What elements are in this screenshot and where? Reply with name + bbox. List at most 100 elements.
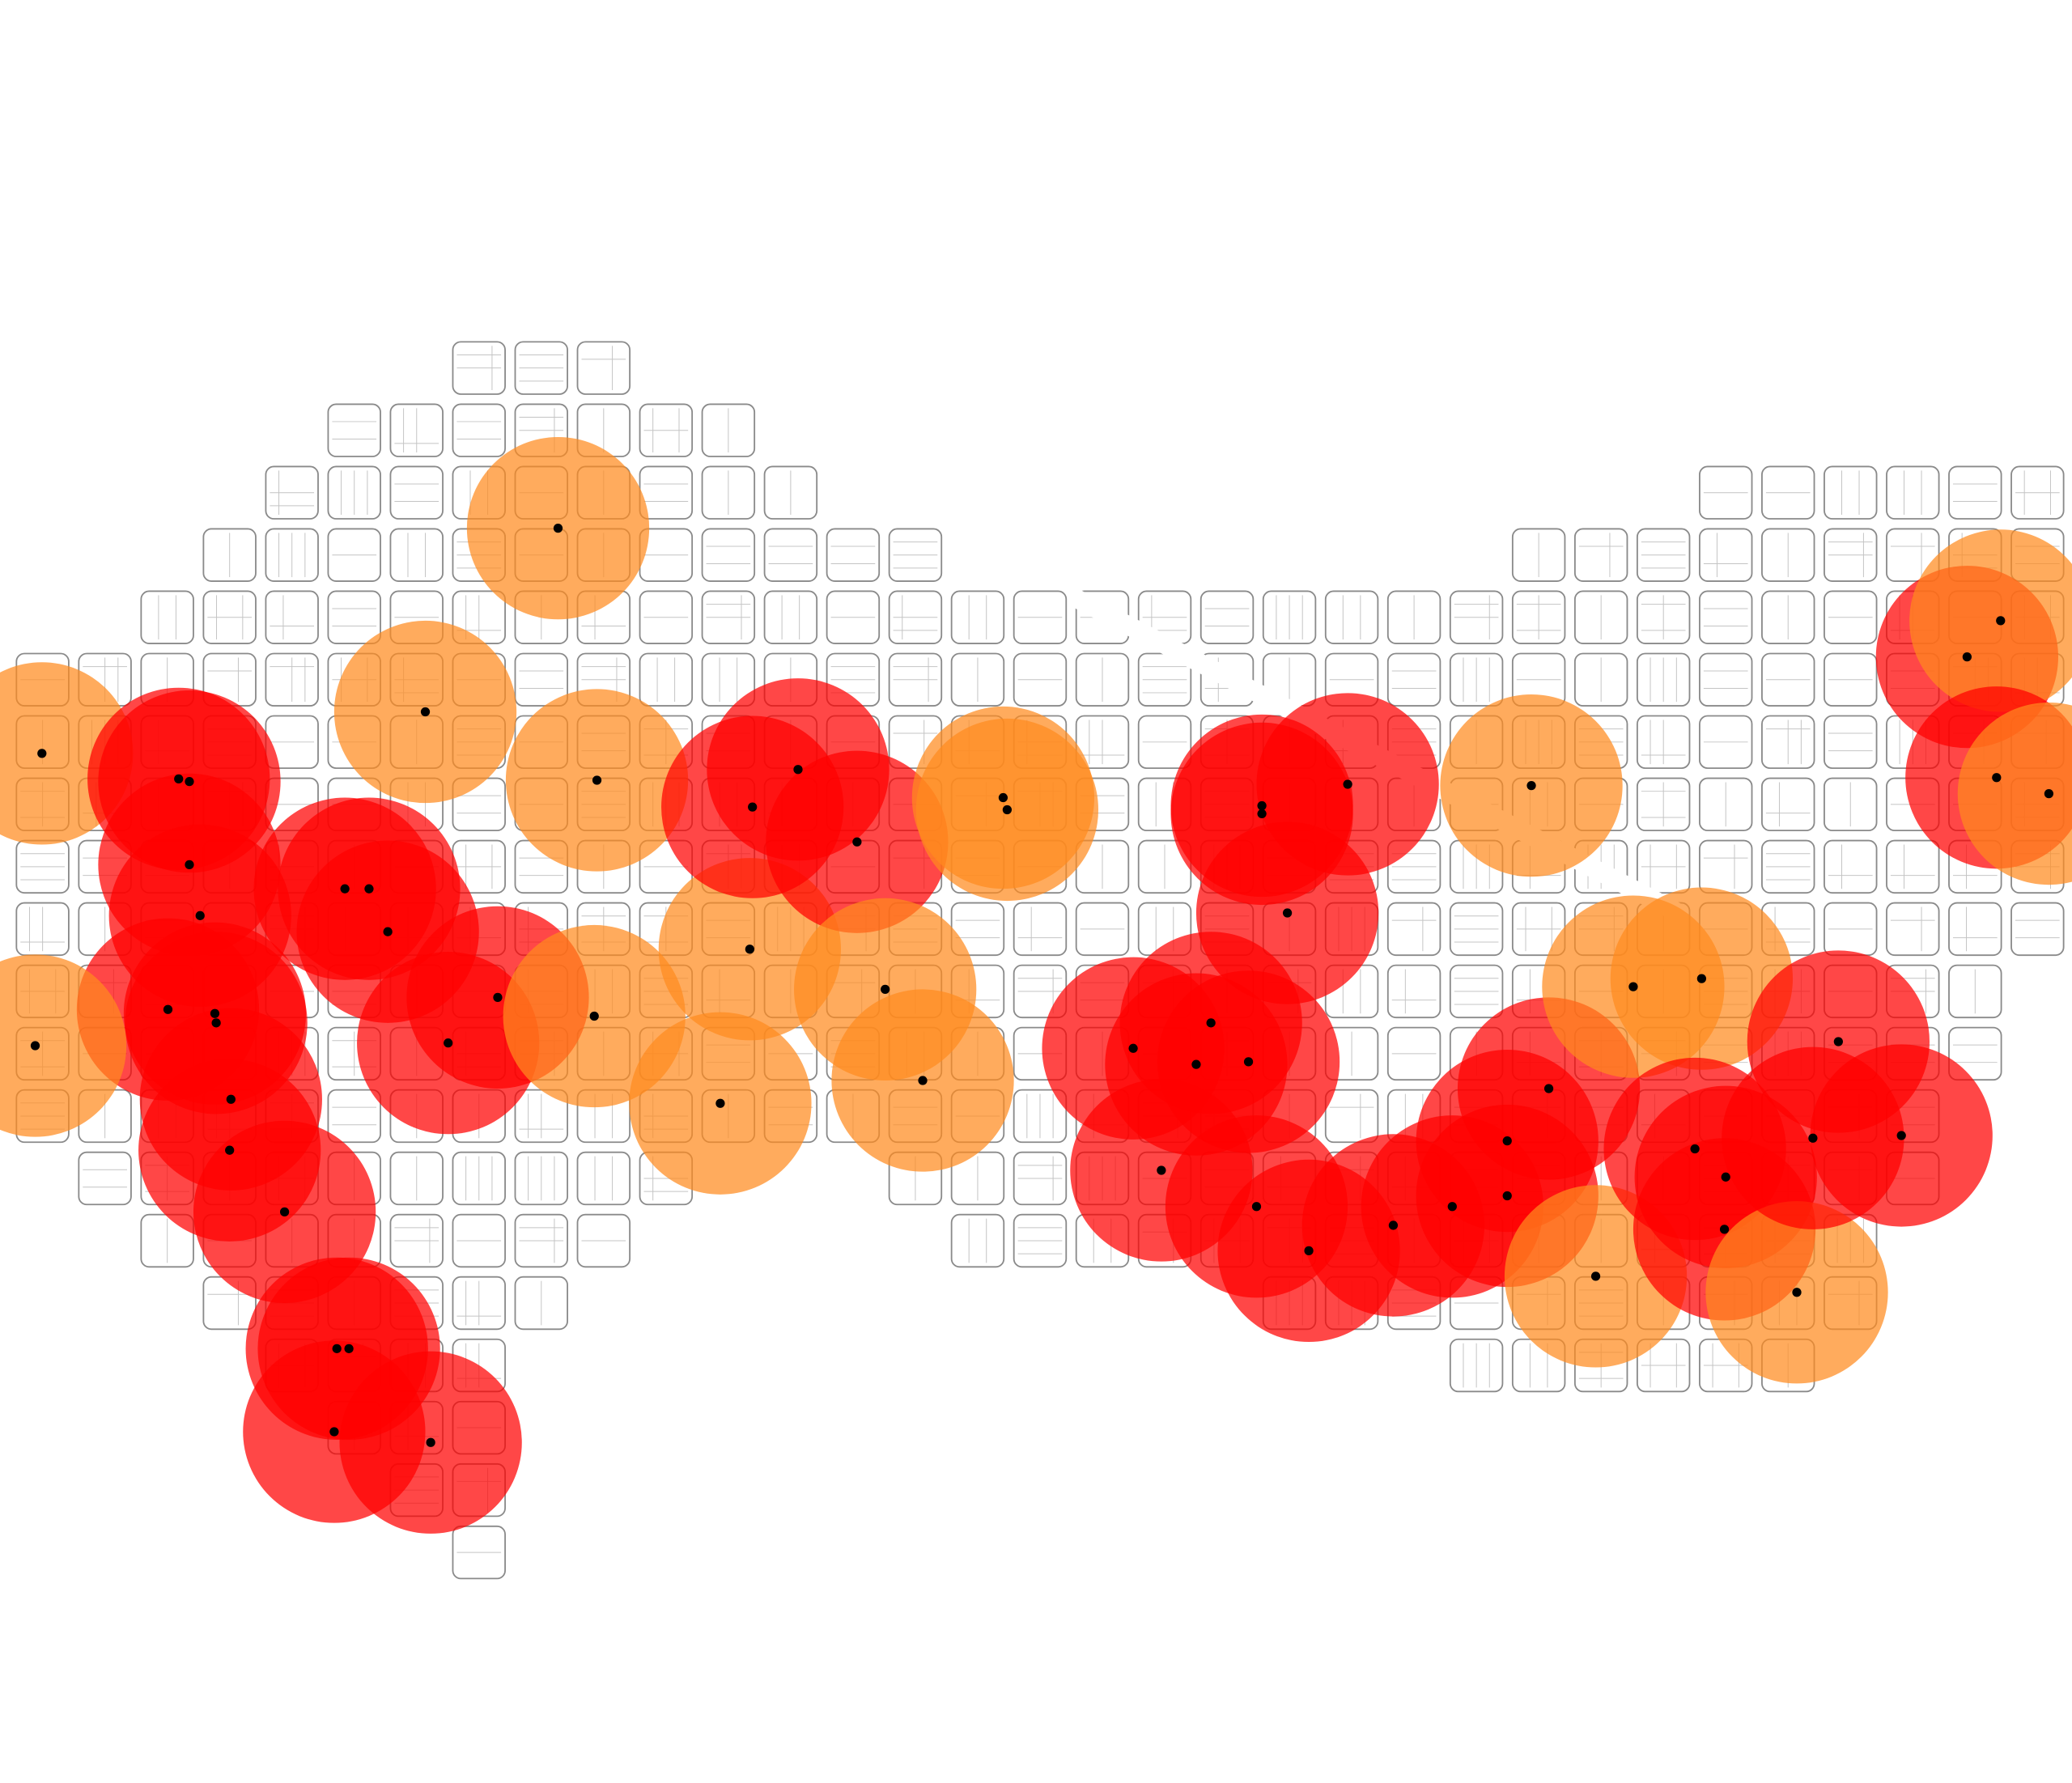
city-block [1824, 839, 1878, 894]
city-block [1699, 528, 1753, 582]
city-block [389, 465, 444, 520]
point-marker-icon [1996, 616, 2006, 626]
point-marker-icon [1206, 1018, 1216, 1028]
city-block [576, 341, 631, 395]
city-block [639, 465, 694, 520]
city-block [950, 1213, 1005, 1268]
city-block [576, 1151, 631, 1206]
point-marker-icon [1502, 1136, 1512, 1146]
point-marker-icon [426, 1437, 435, 1447]
city-block [1886, 465, 1940, 520]
point-marker-icon [329, 1427, 339, 1437]
point-marker-icon [1251, 1202, 1262, 1212]
city-block [389, 528, 444, 582]
point-marker-icon [1157, 1165, 1166, 1175]
point-marker-icon [852, 837, 862, 847]
city-block [452, 403, 506, 457]
city-block [1013, 902, 1068, 957]
point-marker-icon [210, 1008, 220, 1018]
city-block [1386, 902, 1441, 957]
point-marker-icon [1992, 773, 2002, 783]
point-marker-icon [918, 1076, 928, 1085]
city-block [140, 590, 194, 644]
city-block [1199, 590, 1255, 644]
city-block [78, 1151, 132, 1206]
point-marker-icon [163, 1004, 173, 1014]
point-marker-icon [1896, 1131, 1906, 1140]
point-marker-icon [998, 792, 1008, 803]
city-block [1573, 528, 1628, 582]
point-marker-icon [174, 774, 184, 783]
point-marker-icon [279, 1207, 290, 1217]
point-marker-icon [1343, 779, 1352, 789]
city-block [1948, 902, 2002, 957]
point-marker-icon [1128, 1043, 1138, 1053]
point-marker-icon [364, 884, 374, 894]
point-marker-icon [420, 707, 431, 717]
city-block [1324, 590, 1379, 644]
city-block [1386, 652, 1441, 707]
city-block [1824, 715, 1878, 770]
point-marker-icon [1628, 982, 1638, 991]
city-block [1699, 839, 1753, 894]
point-marker-icon [592, 775, 602, 785]
point-marker-icon [1543, 1084, 1554, 1093]
city-block [1948, 465, 2002, 520]
buffer-circle [0, 954, 127, 1137]
buffer-circle [1909, 529, 2072, 712]
city-block [826, 528, 881, 582]
point-marker-icon [2044, 788, 2054, 799]
point-marker-icon [589, 1011, 599, 1021]
point-marker-icon [493, 992, 503, 1002]
point-marker-icon [1282, 908, 1293, 918]
city-block [2010, 902, 2065, 957]
city-block [514, 652, 569, 707]
city-block [701, 652, 756, 707]
point-marker-icon [793, 765, 803, 775]
point-marker-icon [1002, 804, 1013, 815]
city-block [701, 528, 756, 582]
point-marker-icon [1447, 1202, 1457, 1212]
point-marker-icon [1502, 1191, 1512, 1201]
point-marker-icon [30, 1041, 40, 1051]
city-block [763, 590, 818, 644]
city-block [1699, 652, 1753, 707]
point-marker-icon [1962, 652, 1972, 662]
city-block [950, 590, 1005, 644]
point-marker-icon [1388, 1221, 1399, 1230]
point-marker-icon [444, 1038, 453, 1048]
city-block [327, 403, 381, 457]
city-block [265, 590, 319, 644]
point-marker-icon [1304, 1246, 1314, 1256]
point-marker-icon [881, 984, 890, 995]
city-block [1324, 1089, 1379, 1144]
point-marker-icon [1719, 1225, 1730, 1234]
point-markers-layer [30, 523, 2054, 1447]
point-marker-icon [340, 884, 350, 894]
point-marker-icon [1696, 974, 1707, 983]
point-marker-icon [1257, 809, 1267, 819]
point-marker-icon [344, 1344, 354, 1353]
point-marker-icon [1833, 1037, 1843, 1046]
city-block [639, 652, 694, 707]
point-marker-icon [715, 1098, 725, 1108]
buffer-circle [1957, 702, 2072, 885]
city-block [1886, 839, 1940, 894]
point-marker-icon [1792, 1288, 1802, 1297]
point-marker-icon [553, 523, 563, 533]
point-marker-icon [1690, 1144, 1700, 1154]
city-block [327, 1089, 381, 1144]
city-block [1761, 777, 1815, 832]
point-marker-icon [748, 802, 758, 812]
point-marker-icon [1191, 1059, 1201, 1069]
city-block [1699, 590, 1753, 644]
point-marker-icon [332, 1344, 342, 1353]
city-block [1886, 902, 1940, 957]
point-marker-icon [226, 1094, 236, 1104]
point-marker-icon [1526, 781, 1536, 791]
point-marker-icon [1808, 1133, 1818, 1143]
point-marker-icon [745, 945, 754, 954]
city-block [763, 528, 818, 582]
point-marker-icon [383, 927, 393, 936]
